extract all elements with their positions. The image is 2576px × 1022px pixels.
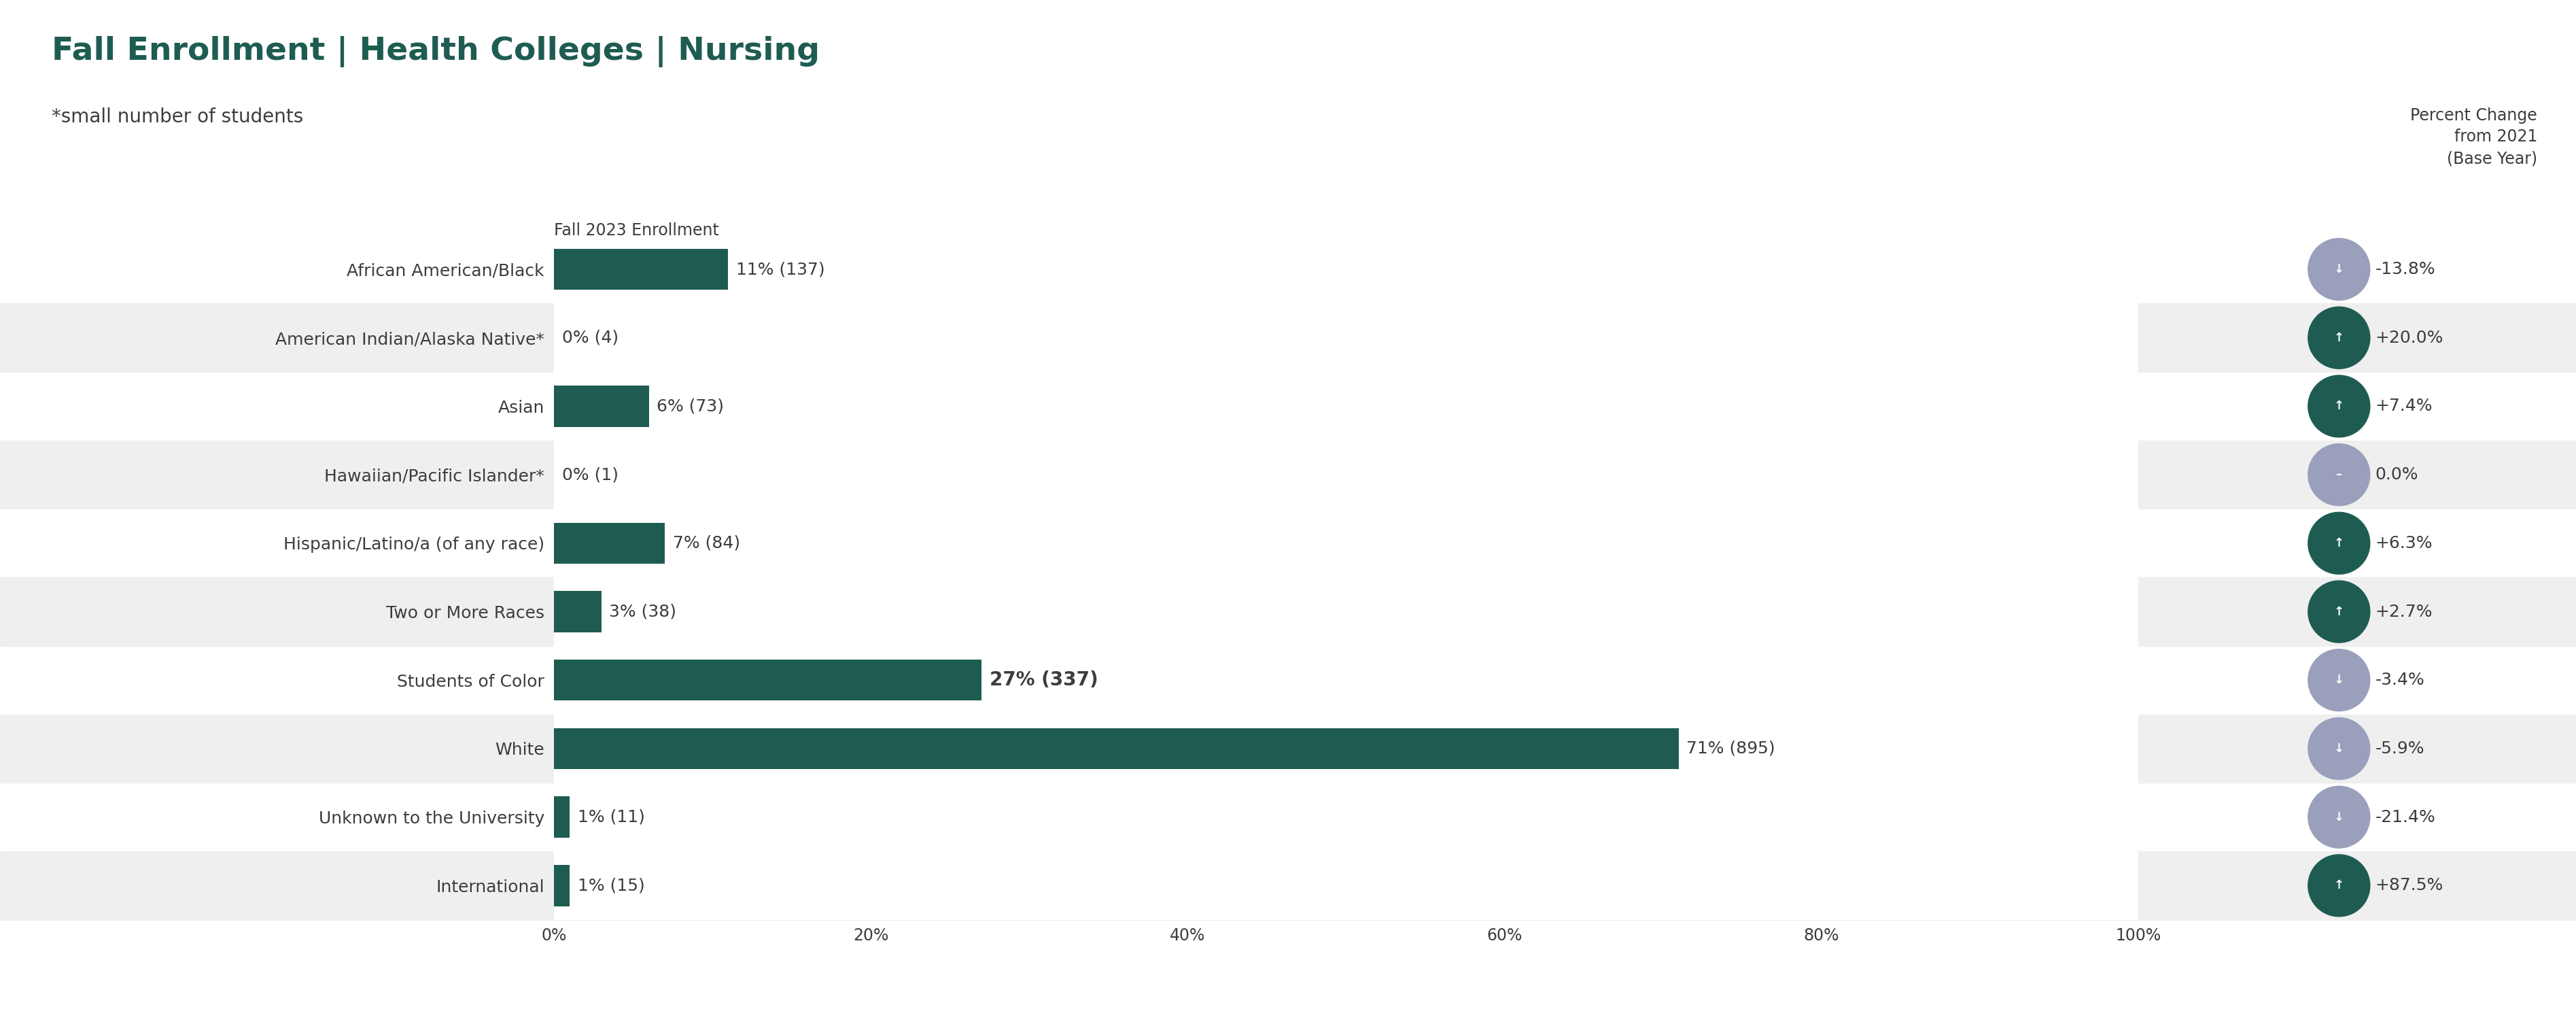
Text: ↑: ↑: [2334, 332, 2344, 343]
Text: -5.9%: -5.9%: [2375, 741, 2424, 756]
Text: 3% (38): 3% (38): [611, 604, 677, 619]
Bar: [554, 591, 600, 633]
Text: +7.4%: +7.4%: [2375, 399, 2432, 414]
Text: ↓: ↓: [2334, 264, 2344, 275]
Text: 0.0%: 0.0%: [2375, 467, 2419, 482]
Text: +87.5%: +87.5%: [2375, 878, 2442, 893]
Text: 1% (11): 1% (11): [577, 809, 644, 825]
Bar: [554, 385, 649, 427]
Text: –: –: [2336, 469, 2342, 480]
Text: 27% (337): 27% (337): [989, 670, 1097, 690]
Text: 1% (15): 1% (15): [577, 878, 644, 893]
Text: ↑: ↑: [2334, 606, 2344, 617]
Text: *small number of students: *small number of students: [52, 107, 304, 127]
Text: Fall 2023 Enrollment: Fall 2023 Enrollment: [554, 222, 719, 238]
Text: -21.4%: -21.4%: [2375, 809, 2434, 825]
Text: +2.7%: +2.7%: [2375, 604, 2432, 619]
Text: ↑: ↑: [2334, 538, 2344, 549]
Bar: [554, 522, 665, 564]
Text: Percent Change
from 2021
(Base Year): Percent Change from 2021 (Base Year): [2411, 107, 2537, 167]
Text: 0% (1): 0% (1): [562, 467, 618, 482]
Bar: [554, 659, 981, 701]
Bar: [554, 796, 569, 838]
Text: +20.0%: +20.0%: [2375, 330, 2442, 345]
Text: ↓: ↓: [2334, 743, 2344, 754]
Bar: [554, 248, 729, 290]
Text: ↑: ↑: [2334, 880, 2344, 891]
Text: -3.4%: -3.4%: [2375, 672, 2424, 688]
Text: 71% (895): 71% (895): [1687, 741, 1775, 756]
Text: +6.3%: +6.3%: [2375, 536, 2432, 551]
Text: 7% (84): 7% (84): [672, 536, 739, 551]
Text: -13.8%: -13.8%: [2375, 262, 2434, 277]
Text: ↓: ↓: [2334, 811, 2344, 823]
Text: 0% (4): 0% (4): [562, 330, 618, 345]
Text: Fall Enrollment | Health Colleges | Nursing: Fall Enrollment | Health Colleges | Nurs…: [52, 36, 819, 67]
Bar: [554, 865, 569, 907]
Text: 6% (73): 6% (73): [657, 399, 724, 414]
Bar: [554, 728, 1680, 770]
Text: ↑: ↑: [2334, 401, 2344, 412]
Text: 11% (137): 11% (137): [737, 262, 824, 277]
Text: ↓: ↓: [2334, 675, 2344, 686]
